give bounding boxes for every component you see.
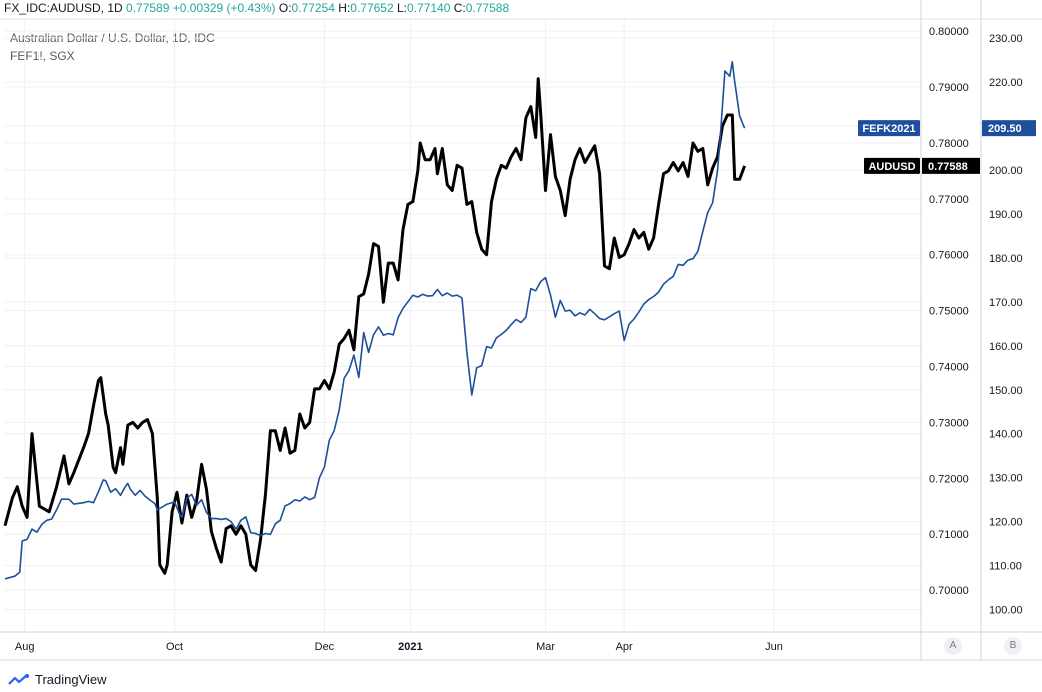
high-label: H: — [338, 1, 351, 15]
left-axis-tick-label: 0.71000 — [929, 529, 969, 541]
series-line-fefk2021 — [4, 61, 746, 580]
left-axis-tick-label: 0.73000 — [929, 417, 969, 429]
left-axis-tick-label: 0.72000 — [929, 473, 969, 485]
close-label: C: — [453, 1, 466, 15]
open-label: O: — [278, 1, 292, 15]
time-axis-tick-label: Jun — [765, 641, 783, 653]
last-value-tag — [922, 157, 980, 174]
price-change: +0.00329 (+0.43%) — [172, 1, 276, 15]
auto-scale-button[interactable]: A — [944, 637, 962, 655]
time-axis-tick-label: Apr — [616, 641, 633, 653]
series-line-audusd — [3, 77, 747, 575]
right-axis-tick-label: 160.00 — [989, 341, 1023, 353]
low-label: L: — [397, 1, 408, 15]
right-axis-tick-label: 180.00 — [989, 253, 1023, 265]
brand-label: TradingView — [35, 672, 107, 687]
time-axis-tick-label: Dec — [315, 641, 335, 653]
series-name-tag-label: FEFK2021 — [862, 123, 915, 135]
last-value-tag — [982, 120, 1036, 137]
last-value-tag-label: 0.77588 — [928, 161, 968, 173]
time-axis-tick-label: Mar — [536, 641, 555, 653]
time-axis-tick-label: Oct — [166, 641, 183, 653]
left-axis-tick-label: 0.74000 — [929, 362, 969, 374]
series-name-tag — [864, 157, 920, 174]
left-axis-tick-label: 0.79000 — [929, 82, 969, 94]
right-axis-tick-label: 120.00 — [989, 517, 1023, 529]
time-axis-tick-label: 2021 — [398, 641, 422, 653]
legend-header: FX_IDC:AUDUSD, 1D 0.77589 +0.00329 (+0.4… — [4, 1, 509, 15]
chart-subtitle: FEF1!, SGX — [10, 49, 75, 63]
left-axis-tick-label: 0.76000 — [929, 250, 969, 262]
left-axis-tick-label: 0.77000 — [929, 194, 969, 206]
right-axis-tick-label: 200.00 — [989, 165, 1023, 177]
series-name-tag-label: AUDUSD — [868, 161, 915, 173]
last-value-tag-label: 209.50 — [988, 123, 1022, 135]
left-axis-tick-label: 0.80000 — [929, 26, 969, 38]
open-value: 0.77254 — [291, 1, 335, 15]
right-axis-tick-label: 150.00 — [989, 385, 1023, 397]
close-value: 0.77588 — [465, 1, 510, 15]
left-axis-tick-label: 0.78000 — [929, 138, 969, 150]
tradingview-logo-icon — [8, 673, 29, 685]
right-axis-tick-label: 110.00 — [989, 561, 1022, 573]
right-axis-tick-label: 170.00 — [989, 297, 1023, 309]
low-value: 0.77140 — [407, 1, 451, 15]
series-name-tag — [858, 120, 920, 137]
right-axis-tick-label: 230.00 — [989, 33, 1023, 45]
tradingview-brand[interactable]: TradingView — [8, 672, 107, 687]
symbol-label: FX_IDC:AUDUSD, 1D — [4, 1, 123, 15]
right-axis-tick-label: 130.00 — [989, 473, 1023, 485]
right-axis-tick-label: 220.00 — [989, 77, 1023, 89]
right-axis-tick-label: 100.00 — [989, 605, 1023, 617]
log-scale-button[interactable]: B — [1004, 637, 1022, 655]
left-axis-tick-label: 0.75000 — [929, 306, 969, 318]
right-axis-tick-label: 140.00 — [989, 429, 1023, 441]
left-axis-tick-label: 0.70000 — [929, 585, 969, 597]
time-axis-tick-label: Aug — [15, 641, 35, 653]
high-value: 0.77652 — [350, 1, 394, 15]
right-axis-tick-label: 190.00 — [989, 209, 1023, 221]
last-price: 0.77589 — [126, 1, 170, 15]
